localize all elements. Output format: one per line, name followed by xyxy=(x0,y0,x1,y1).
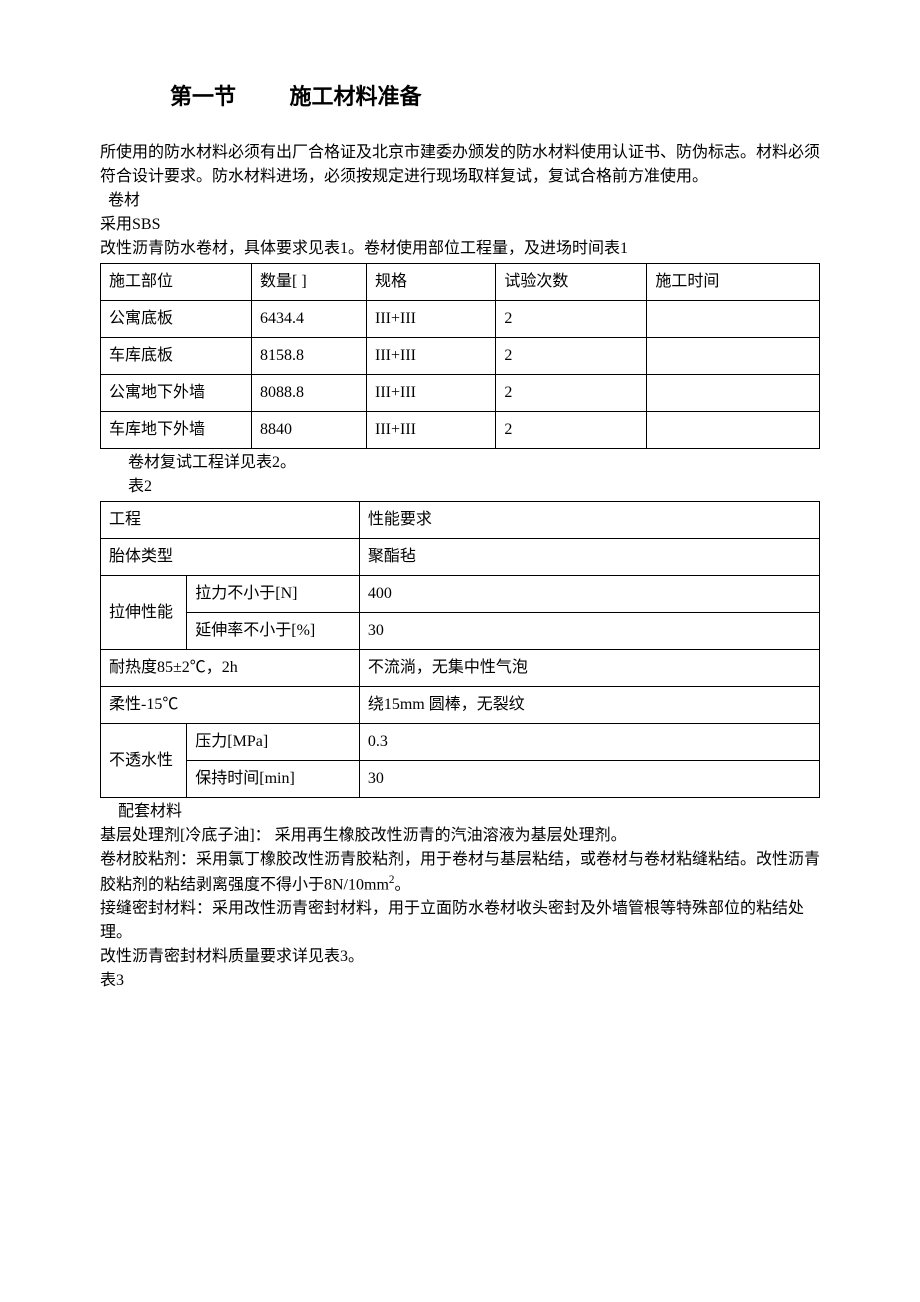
after-t2-l3a: 卷材胶粘剂：采用氯丁橡胶改性沥青胶粘剂，用于卷材与基层粘结，或卷材与卷材粘缝粘结… xyxy=(100,851,820,893)
table1-cell xyxy=(647,301,820,338)
t2-requirement: 性能要求 xyxy=(359,502,819,539)
t2-waterproof: 不透水性 xyxy=(101,724,187,798)
t2-body-value: 聚酯毡 xyxy=(359,539,819,576)
after-t2-l6: 表3 xyxy=(100,969,820,993)
table1-cell: III+III xyxy=(367,412,496,449)
t2-elong-val: 30 xyxy=(359,613,819,650)
table1-cell: 2 xyxy=(496,375,647,412)
table1-cell: 公寓地下外墙 xyxy=(101,375,252,412)
table-2: 工程 性能要求 胎体类型 聚酯毡 拉伸性能 拉力不小于[N] 400 延伸率不小… xyxy=(100,501,820,798)
table1-header-cell: 试验次数 xyxy=(496,264,647,301)
section-title: 第一节 施工材料准备 xyxy=(100,80,820,113)
t2-pull: 拉力不小于[N] xyxy=(187,576,360,613)
t2-pressure-val: 0.3 xyxy=(359,724,819,761)
after-t2-l1: 配套材料 xyxy=(100,800,820,824)
label-sbs-desc: 改性沥青防水卷材，具体要求见表1。卷材使用部位工程量，及进场时间表1 xyxy=(100,237,820,261)
after-t2-l3c: 。 xyxy=(395,876,411,893)
after-t2-l4: 接缝密封材料：采用改性沥青密封材料，用于立面防水卷材收头密封及外墙管根等特殊部位… xyxy=(100,897,820,945)
table1-header-cell: 施工时间 xyxy=(647,264,820,301)
table1-cell xyxy=(647,412,820,449)
table1-cell: III+III xyxy=(367,338,496,375)
table1-cell: 车库底板 xyxy=(101,338,252,375)
t2-heat: 耐热度85±2℃，2h xyxy=(101,650,360,687)
table1-cell: 2 xyxy=(496,412,647,449)
label-sbs: 采用SBS xyxy=(100,213,820,237)
t2-body-type: 胎体类型 xyxy=(101,539,360,576)
title-section-number: 第一节 xyxy=(170,80,236,113)
table1-cell: III+III xyxy=(367,375,496,412)
title-text: 施工材料准备 xyxy=(290,84,422,109)
table1-header-cell: 数量[ ] xyxy=(251,264,366,301)
after-t2-l3: 卷材胶粘剂：采用氯丁橡胶改性沥青胶粘剂，用于卷材与基层粘结，或卷材与卷材粘缝粘结… xyxy=(100,848,820,897)
t2-hold-val: 30 xyxy=(359,761,819,798)
table1-cell: 8088.8 xyxy=(251,375,366,412)
t2-tensile: 拉伸性能 xyxy=(101,576,187,650)
label-juancai: 卷材 xyxy=(100,189,820,213)
t2-pressure: 压力[MPa] xyxy=(187,724,360,761)
table1-cell: 2 xyxy=(496,338,647,375)
table1-cell: 8840 xyxy=(251,412,366,449)
t2-flex: 柔性-15℃ xyxy=(101,687,360,724)
table-1: 施工部位数量[ ]规格试验次数施工时间公寓底板6434.4III+III2车库底… xyxy=(100,263,820,449)
t2-flex-val: 绕15mm 圆棒，无裂纹 xyxy=(359,687,819,724)
after-t1-line1: 卷材复试工程详见表2。 xyxy=(100,451,820,475)
t2-pull-val: 400 xyxy=(359,576,819,613)
table1-cell: 2 xyxy=(496,301,647,338)
table1-header-cell: 施工部位 xyxy=(101,264,252,301)
table1-cell: III+III xyxy=(367,301,496,338)
after-t1-line2: 表2 xyxy=(100,475,820,499)
t2-elong: 延伸率不小于[%] xyxy=(187,613,360,650)
t2-heat-val: 不流淌，无集中性气泡 xyxy=(359,650,819,687)
after-t2-l5: 改性沥青密封材料质量要求详见表3。 xyxy=(100,945,820,969)
table1-header-cell: 规格 xyxy=(367,264,496,301)
intro-paragraph: 所使用的防水材料必须有出厂合格证及北京市建委办颁发的防水材料使用认证书、防伪标志… xyxy=(100,141,820,189)
t2-hold: 保持时间[min] xyxy=(187,761,360,798)
table1-cell: 8158.8 xyxy=(251,338,366,375)
table1-cell xyxy=(647,338,820,375)
t2-project: 工程 xyxy=(101,502,360,539)
table1-cell: 6434.4 xyxy=(251,301,366,338)
table1-cell: 车库地下外墙 xyxy=(101,412,252,449)
table1-cell: 公寓底板 xyxy=(101,301,252,338)
table1-cell xyxy=(647,375,820,412)
after-t2-l2: 基层处理剂[冷底子油]： 采用再生橡胶改性沥青的汽油溶液为基层处理剂。 xyxy=(100,824,820,848)
